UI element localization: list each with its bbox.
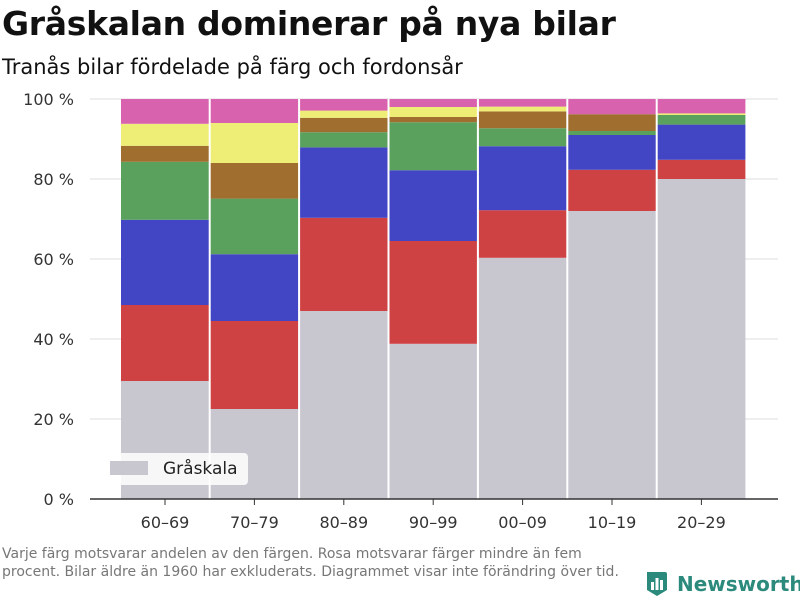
y-tick-label: 60 % (33, 250, 74, 269)
bar-segment-series-6 (478, 106, 567, 112)
y-tick-label: 40 % (33, 330, 74, 349)
bar-chart-icon (647, 572, 667, 596)
bar-segment-series-5 (210, 163, 299, 199)
bar-segment-gr-skala (389, 343, 478, 499)
bar-segment-series-2 (657, 159, 746, 179)
bar-segment-series-7 (299, 99, 388, 111)
bar-segment-series-5 (121, 145, 209, 162)
bar-segment-series-4 (657, 115, 746, 125)
bar-segment-series-3 (657, 124, 746, 160)
y-tick-label: 20 % (33, 410, 74, 429)
bar-segment-gr-skala (478, 257, 567, 499)
y-tick-label: 80 % (33, 170, 74, 189)
bar-segment-series-2 (389, 241, 478, 344)
bar-segment-series-4 (478, 128, 567, 147)
bar-segment-gr-skala (657, 179, 746, 499)
bar-segment-series-2 (210, 321, 299, 409)
bar-segment-gr-skala (299, 311, 388, 499)
brand-name: Newsworthy (677, 572, 800, 596)
bar-segment-series-4 (568, 131, 656, 135)
x-tick-label: 00–09 (498, 513, 547, 532)
bar-segment-series-6 (657, 113, 746, 115)
bar-segment-series-3 (210, 254, 299, 321)
axes: 0 % 20 % 40 % 60 % 80 % 100 % 60–69 70–79 80–89 9… (23, 90, 778, 532)
bar-segment-series-4 (210, 198, 299, 255)
bar-segment-series-7 (568, 99, 656, 115)
bar-segment-series-6 (121, 123, 209, 146)
newsworthy-logo[interactable]: Newsworthy (645, 570, 800, 598)
y-tick-label: 100 % (23, 90, 74, 109)
bar-segment-series-4 (299, 132, 388, 148)
x-tick-label: 90–99 (409, 513, 458, 532)
bar-segment-series-6 (299, 110, 388, 118)
bar-segment-series-3 (121, 219, 209, 305)
stacked-bar-chart: 0 % 20 % 40 % 60 % 80 % 100 % 60–69 70–79 80–89 9… (23, 90, 778, 532)
x-tick-label: 10–19 (588, 513, 637, 532)
y-tick-label: 0 % (44, 490, 74, 509)
bar-segment-series-2 (568, 169, 656, 211)
bar-segment-series-3 (568, 135, 656, 170)
footnote: Varje färg motsvarar andelen av den färg… (2, 546, 619, 580)
bar-segment-series-7 (478, 99, 567, 107)
bar-segment-series-2 (121, 305, 209, 381)
bar-segment-series-5 (389, 117, 478, 123)
bar-segment-series-3 (299, 147, 388, 218)
bar-segment-series-6 (389, 107, 478, 117)
x-tick-label: 60–69 (141, 513, 190, 532)
x-tick-label: 80–89 (319, 513, 368, 532)
bar-segment-series-2 (299, 217, 388, 311)
bar-segment-series-5 (568, 114, 656, 131)
x-tick-label: 20–29 (677, 513, 726, 532)
chart-subtitle: Tranås bilar fördelade på färg och fordo… (2, 55, 463, 79)
bars (121, 99, 746, 499)
bar-segment-series-3 (389, 170, 478, 241)
chart-title: Gråskalan dominerar på nya bilar (2, 4, 616, 43)
bar-segment-series-2 (478, 210, 567, 258)
legend: Gråskala (102, 453, 248, 485)
bar-segment-series-5 (299, 117, 388, 133)
bar-segment-series-7 (389, 99, 478, 107)
bar-segment-series-3 (478, 146, 567, 211)
bar-segment-gr-skala (568, 211, 656, 499)
bar-segment-series-6 (210, 123, 299, 163)
bar-segment-series-5 (478, 111, 567, 129)
bar-segment-series-4 (389, 122, 478, 171)
bar-segment-series-7 (121, 99, 209, 124)
legend-swatch-graskala (110, 461, 148, 475)
bar-segment-series-7 (210, 99, 299, 123)
bar-segment-series-7 (657, 99, 746, 114)
bar-segment-series-4 (121, 161, 209, 220)
legend-label-graskala: Gråskala (163, 458, 238, 479)
x-tick-label: 70–79 (230, 513, 279, 532)
